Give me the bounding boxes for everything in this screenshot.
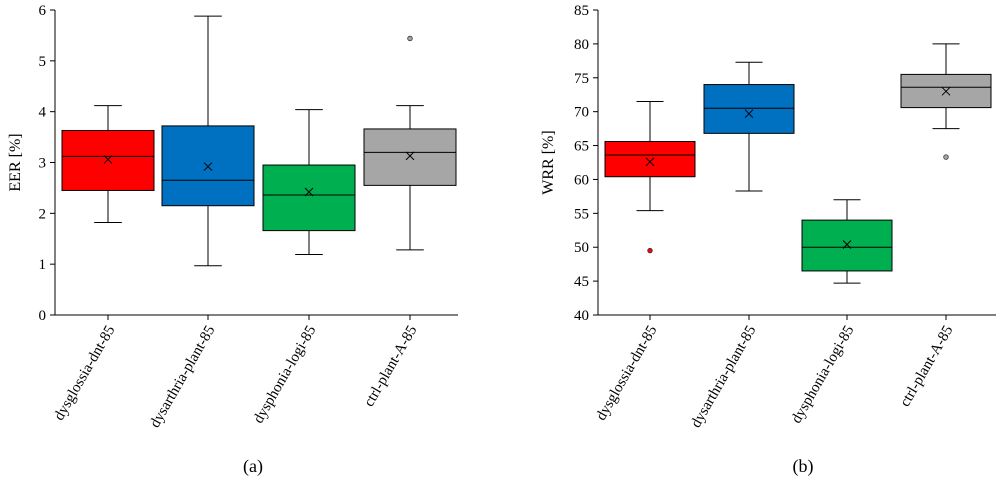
mean-marker-stroke bbox=[405, 151, 415, 161]
mean-marker-stroke bbox=[941, 86, 951, 96]
box-dysarthria-plant-85 bbox=[703, 84, 795, 134]
y-tick-label: 40 bbox=[574, 308, 589, 324]
y-tick-label: 45 bbox=[574, 274, 589, 290]
x-tick-label: ctrl-plant-A-85 bbox=[897, 323, 956, 410]
mean-marker bbox=[405, 151, 415, 161]
box-dysglossia-dnt-85 bbox=[61, 129, 155, 191]
x-tick-label: ctrl-plant-A-85 bbox=[361, 323, 420, 410]
y-tick-label: 75 bbox=[574, 71, 589, 87]
x-tick-label: dysphonia-logi-85 bbox=[789, 323, 858, 426]
x-tick-label: dysarthria-plant-85 bbox=[688, 323, 759, 431]
y-tick-label: 65 bbox=[574, 139, 589, 155]
mean-marker bbox=[203, 162, 213, 171]
box-dysarthria-plant-85 bbox=[161, 125, 255, 207]
mean-marker-stroke bbox=[842, 240, 852, 249]
y-tick-label: 60 bbox=[574, 172, 589, 188]
mean-marker bbox=[941, 86, 951, 96]
x-tick-label: dysphonia-logi-85 bbox=[251, 323, 320, 426]
panel-label: (a) bbox=[243, 456, 263, 477]
panel-a-eer: 0 1 2 3 4 5 6 EER [%] dysglossia-dnt-85 dysarthri… bbox=[7, 3, 458, 477]
box-dysphonia-logi-85 bbox=[801, 219, 893, 272]
panel-b-wrr: 40 45 50 55 60 65 70 75 80 85 WRR [%] dysglossia-dn… bbox=[540, 3, 996, 477]
mean-marker bbox=[645, 157, 655, 167]
mean-marker-stroke bbox=[304, 187, 314, 197]
x-tick-label: dysglossia-dnt-85 bbox=[51, 323, 118, 423]
mean-marker bbox=[744, 109, 754, 119]
y-tick-label: 50 bbox=[574, 240, 589, 256]
box-dysglossia-dnt-85 bbox=[604, 140, 696, 178]
mean-marker-stroke bbox=[103, 155, 113, 164]
y-axis-title: WRR [%] bbox=[540, 130, 557, 194]
outlier-point bbox=[407, 35, 413, 42]
y-tick-label: 3 bbox=[39, 156, 47, 172]
box-dysphonia-logi-85 bbox=[262, 164, 356, 232]
y-tick-label: 0 bbox=[39, 308, 47, 324]
y-tick-label: 80 bbox=[574, 37, 589, 53]
outlier-point bbox=[943, 154, 949, 160]
y-tick-label: 2 bbox=[39, 206, 47, 222]
y-axis-title: EER [%] bbox=[7, 133, 24, 191]
mean-marker bbox=[304, 187, 314, 197]
y-tick-label: 85 bbox=[574, 3, 589, 19]
y-tick-label: 55 bbox=[574, 206, 589, 222]
mean-marker-stroke bbox=[645, 157, 655, 167]
y-tick-label: 4 bbox=[39, 105, 47, 121]
y-tick-label: 5 bbox=[39, 54, 47, 70]
mean-marker-stroke bbox=[744, 109, 754, 119]
x-tick-label: dysglossia-dnt-85 bbox=[593, 323, 660, 423]
outlier-point bbox=[647, 247, 653, 254]
box-ctrl-plant-A-85 bbox=[363, 128, 457, 186]
x-tick-label: dysarthria-plant-85 bbox=[147, 323, 218, 431]
y-tick-label: 70 bbox=[574, 105, 589, 121]
y-tick-label: 6 bbox=[39, 3, 47, 19]
mean-marker bbox=[842, 240, 852, 249]
mean-marker-stroke bbox=[203, 162, 213, 171]
y-tick-label: 1 bbox=[39, 257, 47, 273]
panel-label: (b) bbox=[793, 456, 814, 477]
mean-marker bbox=[103, 155, 113, 164]
